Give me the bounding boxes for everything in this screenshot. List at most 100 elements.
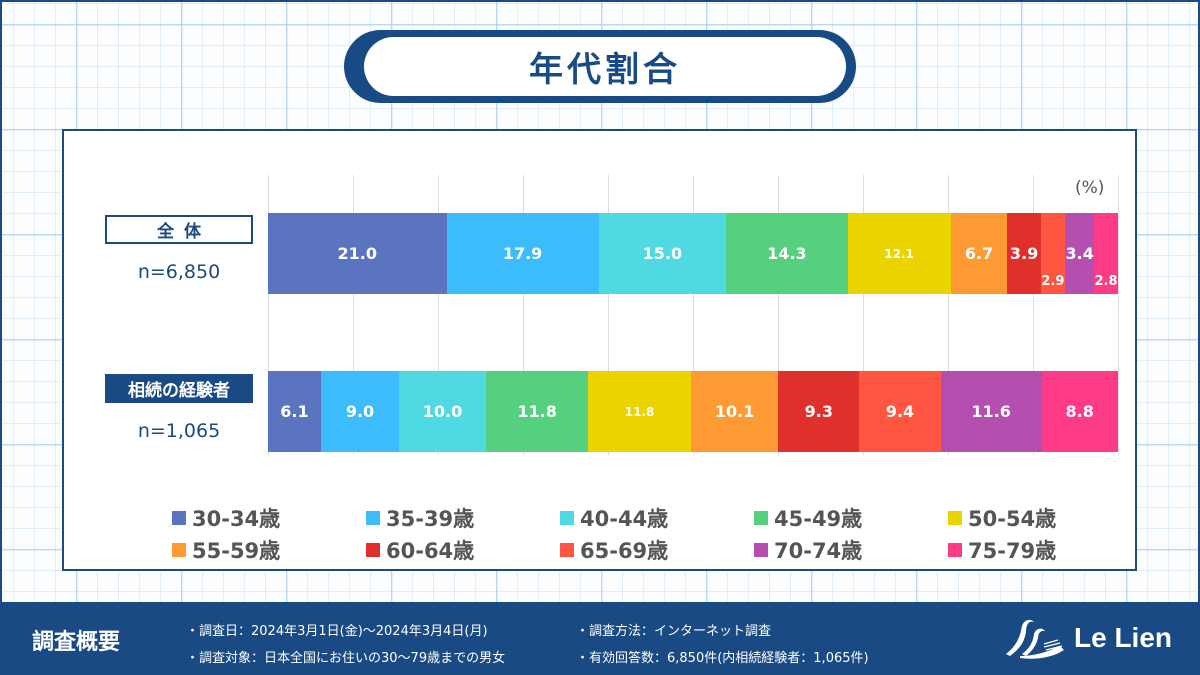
- bar-segment: 9.0: [320, 371, 400, 452]
- legend-item: 75-79歳: [948, 535, 1142, 565]
- unit-label: (%): [1075, 178, 1105, 198]
- company-logo: Le Lien: [1000, 616, 1172, 660]
- segment-value-label: 9.0: [345, 402, 375, 421]
- legend-swatch-icon: [754, 543, 768, 557]
- survey-responses: ・有効回答数：6,850件(内相続経験者：1,065件): [576, 651, 869, 666]
- bar-segment: 9.4: [859, 371, 941, 452]
- segment-value-label: 21.0: [337, 244, 377, 263]
- bar-segment: 9.3: [778, 371, 860, 452]
- bar-segment: 3.9: [1007, 213, 1041, 294]
- bar-segment: 11.8: [588, 371, 691, 452]
- segment-value-label: 6.7: [964, 244, 994, 263]
- segment-value-label: 12.1: [884, 246, 914, 261]
- legend-label: 35-39歳: [386, 507, 475, 531]
- segment-value-label: 17.9: [502, 244, 543, 263]
- bar-segment: 3.4: [1065, 213, 1095, 294]
- segment-value-label: 2.9: [1041, 274, 1065, 289]
- legend-label: 60-64歳: [386, 539, 475, 563]
- segment-value-label: 9.3: [804, 402, 833, 421]
- legend-label: 45-49歳: [774, 507, 863, 531]
- gridline: [608, 175, 609, 455]
- row-label-inheritance: 相続の経験者: [105, 374, 253, 403]
- legend-swatch-icon: [366, 543, 380, 557]
- segment-value-label: 10.1: [714, 402, 755, 421]
- gridline: [778, 175, 779, 455]
- bar-segment: 11.8: [485, 371, 589, 452]
- gridline: [863, 175, 864, 455]
- bar-segment: 6.1: [268, 371, 321, 452]
- footer-survey-summary: 調査概要 ・調査日：2024年3月1日(金)～2024年3月4日(月) ・調査対…: [0, 602, 1200, 675]
- bar-overall: 21.0 17.9 15.0 14.3 12.1 6.7 3.9 2.9 3.4 2.8: [268, 213, 1118, 294]
- segment-value-label: 15.0: [642, 244, 683, 263]
- survey-target: ・調査対象：日本全国にお住いの30～79歳までの男女: [186, 651, 506, 666]
- chart-title: 年代割合: [364, 37, 846, 96]
- row-n-overall: n=6,850: [137, 261, 221, 283]
- segment-value-label: 3.4: [1065, 244, 1094, 263]
- row-n-inheritance: n=1,065: [137, 420, 221, 442]
- legend-label: 70-74歳: [774, 539, 863, 563]
- legend-swatch-icon: [172, 511, 186, 525]
- segment-value-label: 11.6: [971, 402, 1011, 421]
- legend-swatch-icon: [560, 543, 574, 557]
- legend-item: 50-54歳: [948, 503, 1142, 533]
- title-banner: 年代割合: [344, 30, 856, 103]
- gridline: [948, 175, 949, 455]
- legend-item: 65-69歳: [560, 535, 754, 565]
- segment-value-label: 2.8: [1094, 274, 1118, 289]
- legend-label: 75-79歳: [968, 539, 1057, 563]
- legend-swatch-icon: [948, 543, 962, 557]
- segment-value-label: 14.3: [767, 244, 807, 263]
- bar-segment: 10.0: [399, 371, 486, 452]
- bar-inheritance: 6.1 9.0 10.0 11.8 11.8 10.1 9.3 9.4 11.6 8.8: [268, 371, 1118, 452]
- segment-value-label: 6.1: [280, 402, 309, 421]
- bar-segment: 21.0: [268, 213, 447, 294]
- survey-method: ・調査方法：インターネット調査: [576, 624, 772, 639]
- legend-label: 40-44歳: [580, 507, 669, 531]
- gridline: [438, 175, 439, 455]
- bar-segment: 6.7: [950, 213, 1008, 294]
- gridline: [523, 175, 524, 455]
- gridline: [353, 175, 354, 455]
- gridline: [268, 175, 269, 455]
- logo-text: Le Lien: [1074, 622, 1173, 653]
- bar-segment: 8.8: [1041, 371, 1118, 452]
- bar-segment: 2.8: [1094, 213, 1118, 294]
- bar-segment: 11.6: [940, 371, 1042, 452]
- bar-segment: 12.1: [847, 213, 951, 294]
- segment-value-label: 11.8: [624, 404, 655, 419]
- legend-label: 55-59歳: [192, 539, 281, 563]
- wave-logo-icon: [1006, 619, 1064, 659]
- segment-value-label: 10.0: [422, 402, 463, 421]
- legend-swatch-icon: [366, 511, 380, 525]
- legend-label: 30-34歳: [192, 507, 281, 531]
- legend-item: 35-39歳: [366, 503, 560, 533]
- legend-item: 60-64歳: [366, 535, 560, 565]
- segment-value-label: 11.8: [517, 402, 557, 421]
- legend-item: 70-74歳: [754, 535, 948, 565]
- legend-swatch-icon: [560, 511, 574, 525]
- legend-swatch-icon: [172, 543, 186, 557]
- gridline: [1033, 175, 1034, 455]
- footer-heading: 調査概要: [32, 630, 121, 655]
- legend-label: 50-54歳: [968, 507, 1057, 531]
- legend-swatch-icon: [948, 511, 962, 525]
- survey-date: ・調査日：2024年3月1日(金)～2024年3月4日(月): [186, 624, 488, 639]
- gridline: [693, 175, 694, 455]
- plot-area: [268, 175, 1119, 455]
- legend-item: 40-44歳: [560, 503, 754, 533]
- bar-segment: 15.0: [598, 213, 727, 294]
- legend-swatch-icon: [754, 511, 768, 525]
- legend: 30-34歳 35-39歳 40-44歳 45-49歳 50-54歳 55-59歳 60-6…: [172, 503, 1072, 565]
- legend-item: 45-49歳: [754, 503, 948, 533]
- bar-segment: 14.3: [726, 213, 848, 294]
- legend-item: 55-59歳: [172, 535, 366, 565]
- bar-segment: 17.9: [446, 213, 599, 294]
- legend-item: 30-34歳: [172, 503, 366, 533]
- segment-value-label: 3.9: [1009, 244, 1039, 263]
- segment-value-label: 8.8: [1065, 402, 1094, 421]
- chart-card: [62, 129, 1137, 571]
- row-label-overall: 全体: [105, 215, 253, 244]
- gridline: [1118, 175, 1119, 455]
- segment-value-label: 9.4: [885, 402, 915, 421]
- legend-label: 65-69歳: [580, 539, 669, 563]
